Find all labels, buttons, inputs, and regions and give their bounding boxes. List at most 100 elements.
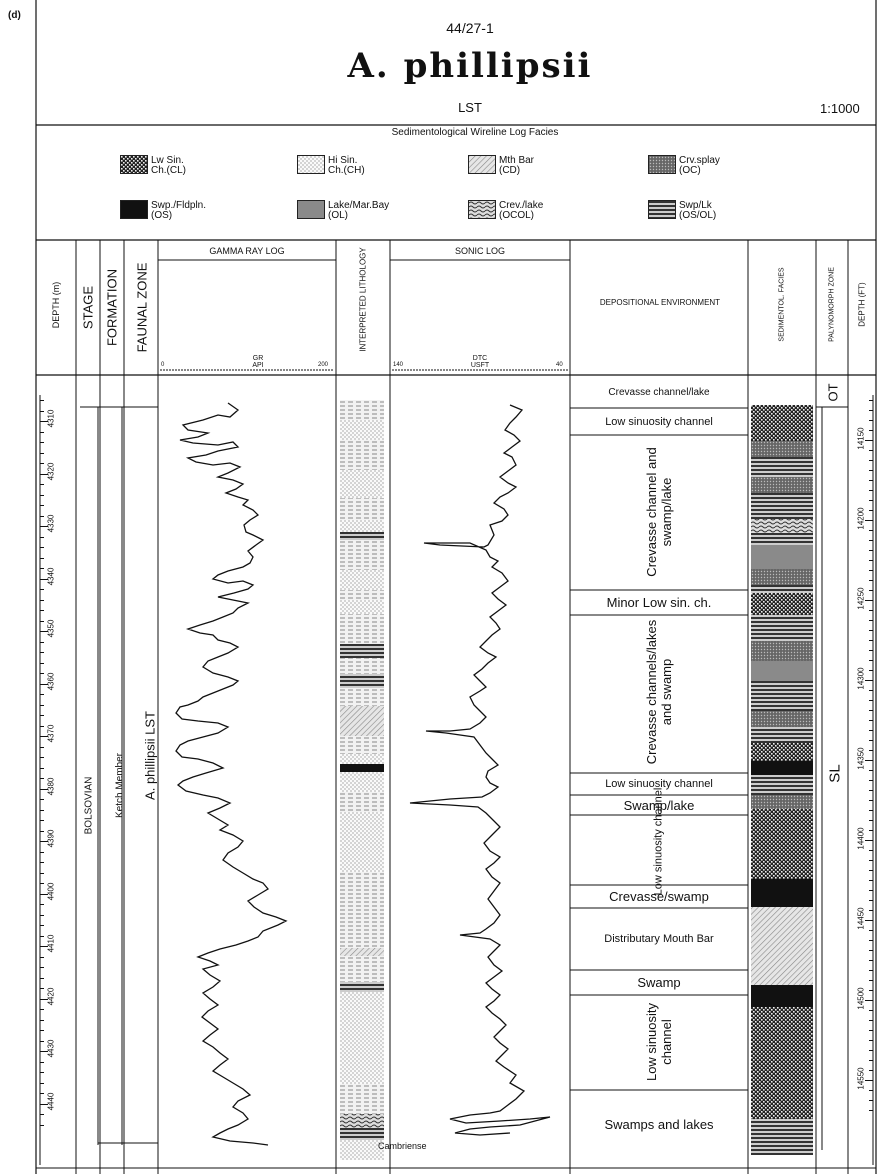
- depth-ft-tick: [869, 740, 873, 741]
- depth-m-tick: [40, 872, 44, 874]
- depth-ft-tick: [869, 780, 873, 781]
- depth-ft-tick: [869, 640, 873, 641]
- depth-m-tick-label: 4410: [46, 934, 56, 953]
- legend-swatch-lw-sin: [120, 155, 148, 174]
- depth-m-tick: [40, 1051, 48, 1052]
- depth-m-tick: [40, 683, 48, 685]
- depth-ft-tick: [869, 510, 873, 511]
- depth-m-tick: [40, 1019, 44, 1021]
- depth-m-tick: [40, 778, 44, 779]
- col-header-palyno: PALYNOMORPH ZONE: [828, 267, 836, 342]
- depth-ft-tick: [869, 700, 873, 701]
- depth-ft-tick-label: 14450: [856, 907, 866, 930]
- depth-m-tick: [40, 851, 44, 853]
- lithology-note: Cambriense: [378, 1141, 427, 1151]
- depth-ft-tick: [869, 880, 873, 881]
- depositional-boxes: [570, 407, 748, 1091]
- legend-label: Lw Sin. Ch.(CL): [151, 155, 187, 176]
- depth-ft-tick-label: 14500: [856, 987, 866, 1010]
- depth-m-tick: [40, 662, 44, 664]
- depth-ft-tick: [869, 810, 873, 811]
- depth-m-tick-label: 4420: [46, 987, 56, 1005]
- depth-ft-tick: [869, 930, 873, 931]
- depth-ft-tick: [869, 500, 873, 501]
- env-minor-low-sin-ch: Minor Low sin. ch.: [606, 595, 712, 610]
- depth-m-tick-label: 4310: [46, 409, 56, 428]
- depth-ft-tick: [869, 790, 873, 791]
- depth-ft-tick: [869, 820, 873, 821]
- depth-m-tick-label: 4390: [46, 829, 56, 848]
- depth-ft-tick: [869, 460, 873, 461]
- depth-m-tick: [40, 568, 44, 569]
- depth-ft-tick: [869, 900, 873, 901]
- env-crevasse-channels-lakes-swamp: Crevasse channels/lakes and swamp: [644, 619, 674, 765]
- depth-m-tick: [40, 841, 48, 842]
- depth-ft-tick: [869, 730, 873, 731]
- depth-m-tick: [40, 515, 44, 517]
- depth-ft-tick: [869, 630, 873, 631]
- env-low-sinuosity-channel: Low sinuosity channel: [605, 416, 713, 428]
- depth-ft-tick: [869, 530, 873, 531]
- well-id: 44/27-1: [446, 20, 494, 36]
- env-crevasse-channel-swamp-lake: Crevasse channel and swamp/lake: [644, 447, 674, 577]
- depth-ft-tick: [869, 990, 873, 991]
- depth-ft-tick: [869, 660, 873, 661]
- depth-m-tick: [40, 1093, 44, 1094]
- depth-m-tick: [40, 904, 44, 905]
- depth-m-tick: [40, 1103, 48, 1105]
- depth-ft-tick: [869, 970, 873, 971]
- legend-swatch-lake-mar-bay: [297, 200, 325, 219]
- depth-m-tick: [40, 788, 48, 790]
- depth-ft-tick: [865, 1000, 873, 1001]
- depth-ft-tick: [869, 1100, 873, 1101]
- legend-label: Mth Bar (CD): [499, 155, 535, 176]
- depth-m-tick: [40, 599, 44, 601]
- depth-ft-tick: [869, 480, 873, 481]
- depth-m-tick: [40, 914, 44, 916]
- depth-m-tick: [40, 725, 44, 727]
- col-header-sed-facies: SEDIMENTOL. FACIES: [778, 267, 786, 342]
- sonic-curve: [409, 404, 551, 1136]
- legend-label: Hi Sin. Ch.(CH): [328, 155, 365, 176]
- depth-ft-tick: [869, 410, 873, 411]
- depth-ft-tick: [869, 720, 873, 721]
- depth-ft-tick: [869, 570, 873, 571]
- depth-ft-tick-label: 14150: [856, 427, 866, 450]
- legend-label: Lake/Mar.Bay (OL): [328, 200, 390, 221]
- depth-ft-tick: [869, 590, 873, 591]
- depth-ft-tick: [869, 470, 873, 471]
- depth-ft-tick-label: 14200: [856, 507, 866, 530]
- depth-ft-tick: [869, 770, 873, 771]
- depth-ft-tick: [869, 400, 873, 401]
- depth-m-tick: [40, 935, 44, 937]
- depth-ft-tick: [869, 850, 873, 851]
- depth-m-tick-label: 4430: [46, 1039, 56, 1058]
- depth-ft-tick: [869, 580, 873, 581]
- depth-m-tick-label: 4400: [46, 882, 56, 900]
- sonic-curve-name: DTC: [472, 355, 488, 362]
- system-tract: LST: [458, 100, 482, 115]
- env-swamp: Swamp: [637, 975, 681, 990]
- depth-ft-tick: [869, 430, 873, 431]
- depth-ft-tick: [869, 1110, 873, 1111]
- depth-ft-tick-label: 14300: [856, 667, 866, 690]
- depth-m-tick-label: 4320: [46, 462, 56, 480]
- depositional-column: Crevasse channel/lake Low sinuosity chan…: [570, 375, 748, 1165]
- col-header-depth-ft: DEPTH (FT): [857, 282, 867, 327]
- depth-m-tick: [40, 1114, 44, 1115]
- depth-ft-tick: [869, 450, 873, 451]
- depth-m-tick-label: 4360: [46, 672, 56, 690]
- depth-ft-tick: [865, 600, 873, 601]
- depth-m-tick: [40, 442, 44, 443]
- col-header-lithology: INTERPRETED LITHOLOGY: [358, 247, 368, 352]
- depth-ft-tick: [869, 540, 873, 541]
- depth-m-tick: [40, 410, 44, 412]
- depth-ft-tick: [869, 1020, 873, 1021]
- depth-m-tick-label: 4370: [46, 724, 56, 743]
- depth-m-tick: [40, 977, 44, 979]
- depth-ft-tick: [869, 1050, 873, 1051]
- depth-ft-tick: [869, 800, 873, 801]
- legend-title: Sedimentological Wireline Log Facies: [391, 127, 559, 138]
- depth-m-tick: [40, 431, 44, 433]
